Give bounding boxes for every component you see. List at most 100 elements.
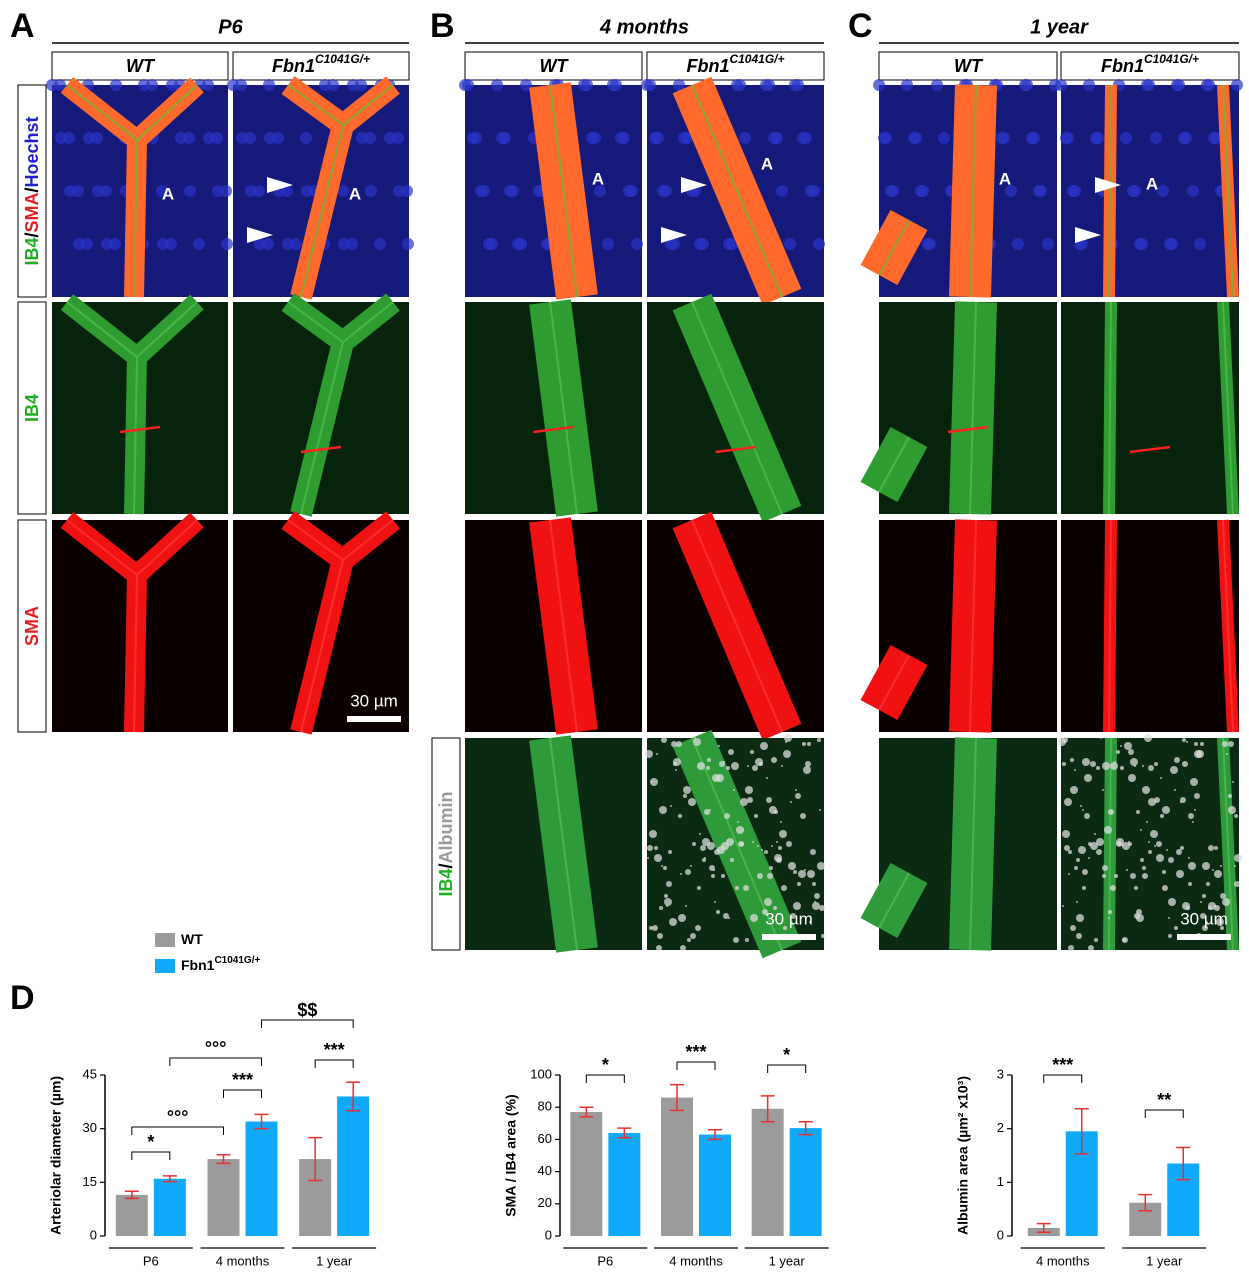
albumin-speckle xyxy=(764,850,768,854)
albumin-speckle xyxy=(821,934,825,938)
column-header-text: WT xyxy=(540,56,570,76)
albumin-speckle xyxy=(1070,758,1074,762)
error-bar xyxy=(670,1083,684,1112)
nucleus xyxy=(885,185,897,197)
albumin-speckle xyxy=(1222,898,1230,906)
nucleus xyxy=(1005,185,1017,197)
micrograph xyxy=(647,293,824,523)
albumin-speckle xyxy=(802,742,806,746)
albumin-speckle xyxy=(1122,938,1126,942)
albumin-speckle xyxy=(1180,846,1184,850)
error-bar xyxy=(1138,1193,1153,1212)
albumin-speckle xyxy=(700,845,706,851)
albumin-speckle xyxy=(1096,838,1104,846)
albumin-speckle xyxy=(784,734,792,742)
nucleus xyxy=(763,79,775,91)
column-header-text: WT xyxy=(954,56,984,76)
albumin-speckle xyxy=(1084,813,1090,819)
albumin-speckle xyxy=(650,778,658,786)
micrograph xyxy=(465,299,642,517)
albumin-speckle xyxy=(819,905,825,911)
micrograph xyxy=(860,737,1057,951)
albumin-speckle xyxy=(761,849,763,851)
row-label-box xyxy=(431,737,461,951)
albumin-speckle xyxy=(669,918,677,926)
albumin-speckle xyxy=(1234,814,1238,818)
error-bar xyxy=(346,1081,361,1112)
nucleus xyxy=(673,79,685,91)
column-header-sup: C1041G/+ xyxy=(1144,52,1199,66)
bar xyxy=(570,1112,603,1236)
nucleus xyxy=(1042,238,1054,250)
albumin-speckle xyxy=(716,910,720,914)
nucleus xyxy=(739,132,751,144)
albumin-speckle xyxy=(1160,814,1164,818)
albumin-speckle xyxy=(743,885,749,891)
albumin-speckle xyxy=(745,938,749,942)
albumin-speckle xyxy=(752,765,758,771)
nucleus xyxy=(908,132,920,144)
row-label-part: / xyxy=(22,233,42,238)
albumin-speckle xyxy=(747,765,749,767)
albumin-speckle xyxy=(1228,794,1232,798)
significance-label: °°° xyxy=(205,1038,227,1058)
albumin-speckle xyxy=(1214,870,1222,878)
albumin-speckle xyxy=(1234,854,1242,862)
column-header-box xyxy=(646,51,825,81)
albumin-speckle xyxy=(737,821,739,823)
region-label: A xyxy=(592,169,604,188)
albumin-speckle xyxy=(699,833,701,835)
albumin-speckle xyxy=(659,806,667,814)
region-label: A xyxy=(761,154,773,173)
albumin-speckle xyxy=(670,805,672,807)
significance-label: ** xyxy=(1157,1090,1171,1110)
albumin-speckle xyxy=(1084,774,1092,782)
row-label-box xyxy=(17,301,47,515)
albumin-speckle xyxy=(1182,902,1190,910)
albumin-speckle xyxy=(721,874,725,878)
albumin-speckle xyxy=(745,786,753,794)
albumin-speckle xyxy=(1188,862,1196,870)
albumin-speckle xyxy=(1116,750,1120,754)
albumin-speckle xyxy=(780,821,782,823)
albumin-speckle xyxy=(783,750,791,758)
albumin-speckle xyxy=(1110,762,1118,770)
albumin-speckle xyxy=(807,870,815,878)
error-bar xyxy=(216,1154,231,1165)
albumin-speckle xyxy=(678,814,682,818)
row-label: IB4 xyxy=(22,394,42,422)
albumin-speckle xyxy=(733,937,739,943)
nucleus xyxy=(499,132,511,144)
nucleus xyxy=(726,238,738,250)
albumin-speckle xyxy=(738,841,744,847)
bar xyxy=(608,1132,641,1236)
albumin-speckle xyxy=(714,901,716,903)
micrograph: A xyxy=(1055,79,1243,298)
arrowhead xyxy=(681,177,707,193)
albumin-speckle xyxy=(1088,945,1094,951)
micrograph-background xyxy=(1061,520,1239,732)
micrograph xyxy=(860,519,1057,733)
albumin-speckle xyxy=(666,905,668,907)
region-label: A xyxy=(349,184,361,203)
albumin-speckle xyxy=(1174,757,1180,763)
column-header: Fbn1C1041G/+ xyxy=(272,52,370,76)
vessel-edge xyxy=(1108,737,1234,951)
nucleus xyxy=(202,79,214,91)
albumin-speckle xyxy=(778,846,782,850)
albumin-speckle xyxy=(712,774,720,782)
albumin-speckle xyxy=(819,809,821,811)
albumin-speckle xyxy=(1162,870,1166,874)
albumin-speckle xyxy=(683,786,691,794)
nucleus xyxy=(110,79,122,91)
albumin-speckle xyxy=(1148,850,1152,854)
albumin-speckle xyxy=(735,886,739,890)
micrograph xyxy=(465,517,642,735)
albumin-speckle xyxy=(766,797,772,803)
albumin-speckle xyxy=(645,750,653,758)
albumin-speckle xyxy=(1200,901,1202,903)
nucleus xyxy=(800,132,812,144)
error-bar xyxy=(760,1095,775,1123)
significance-bracket xyxy=(223,1089,262,1098)
y-tick-label: 60 xyxy=(538,1131,552,1146)
